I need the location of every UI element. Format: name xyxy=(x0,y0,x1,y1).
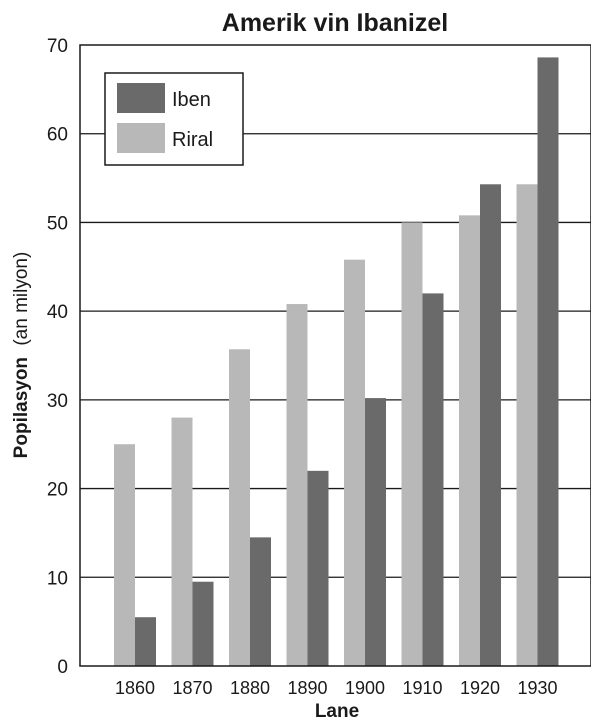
y-tick-label: 0 xyxy=(57,657,68,678)
bar-iben-1880 xyxy=(250,537,271,666)
chart-title: Amerik vin Ibanizel xyxy=(222,9,448,37)
bar-iben-1870 xyxy=(192,581,214,666)
bar-riral-1930 xyxy=(516,184,538,666)
bar-iben-1900 xyxy=(365,398,386,666)
y-axis-label: Popilasyon (an milyon) xyxy=(11,252,32,459)
bar-riral-1860 xyxy=(114,444,135,666)
y-tick-label: 30 xyxy=(47,391,68,412)
y-tick-label: 50 xyxy=(47,213,68,234)
bar-iben-1860 xyxy=(135,617,156,666)
plot-frame xyxy=(79,44,591,667)
y-tick-label: 10 xyxy=(47,568,68,589)
y-axis-label-main: Popilasyon xyxy=(11,357,32,458)
bar-riral-1870 xyxy=(171,417,193,666)
y-tick-label: 70 xyxy=(47,36,68,57)
legend-swatch-iben xyxy=(117,83,165,113)
y-axis-label-unit: (an milyon) xyxy=(11,252,32,346)
x-tick-label: 1890 xyxy=(287,678,327,698)
x-tick-label: 1870 xyxy=(172,678,212,698)
bar-iben-1930 xyxy=(537,57,559,667)
bar-riral-1890 xyxy=(286,304,308,666)
x-tick-label: 1880 xyxy=(230,678,270,698)
x-tick-label: 1900 xyxy=(345,678,385,698)
x-tick-label: 1910 xyxy=(402,678,442,698)
gridlines xyxy=(80,133,591,578)
bar-iben-1920 xyxy=(480,184,501,666)
legend: Iben Riral xyxy=(104,72,244,166)
legend-label-iben: Iben xyxy=(172,89,211,111)
x-axis-label: Lane xyxy=(315,701,359,721)
legend-swatch-riral xyxy=(117,123,165,153)
bar-riral-1920 xyxy=(459,215,480,666)
bar-iben-1910 xyxy=(422,293,444,666)
x-tick-labels: 1860 1870 1880 1890 1900 1910 1920 1930 xyxy=(115,678,558,698)
y-tick-labels: 0 10 20 30 40 50 60 70 xyxy=(47,36,68,678)
bars xyxy=(114,57,559,667)
bar-riral-1880 xyxy=(229,349,250,666)
legend-label-riral: Riral xyxy=(172,129,213,151)
x-tick-label: 1930 xyxy=(517,678,557,698)
x-tick-label: 1860 xyxy=(115,678,155,698)
y-tick-label: 20 xyxy=(47,480,68,501)
y-tick-label: 60 xyxy=(47,125,68,146)
y-tick-label: 40 xyxy=(47,302,68,323)
bar-riral-1900 xyxy=(344,259,365,666)
bar-riral-1910 xyxy=(401,222,423,666)
x-tick-label: 1920 xyxy=(460,678,500,698)
bar-iben-1890 xyxy=(307,470,329,666)
